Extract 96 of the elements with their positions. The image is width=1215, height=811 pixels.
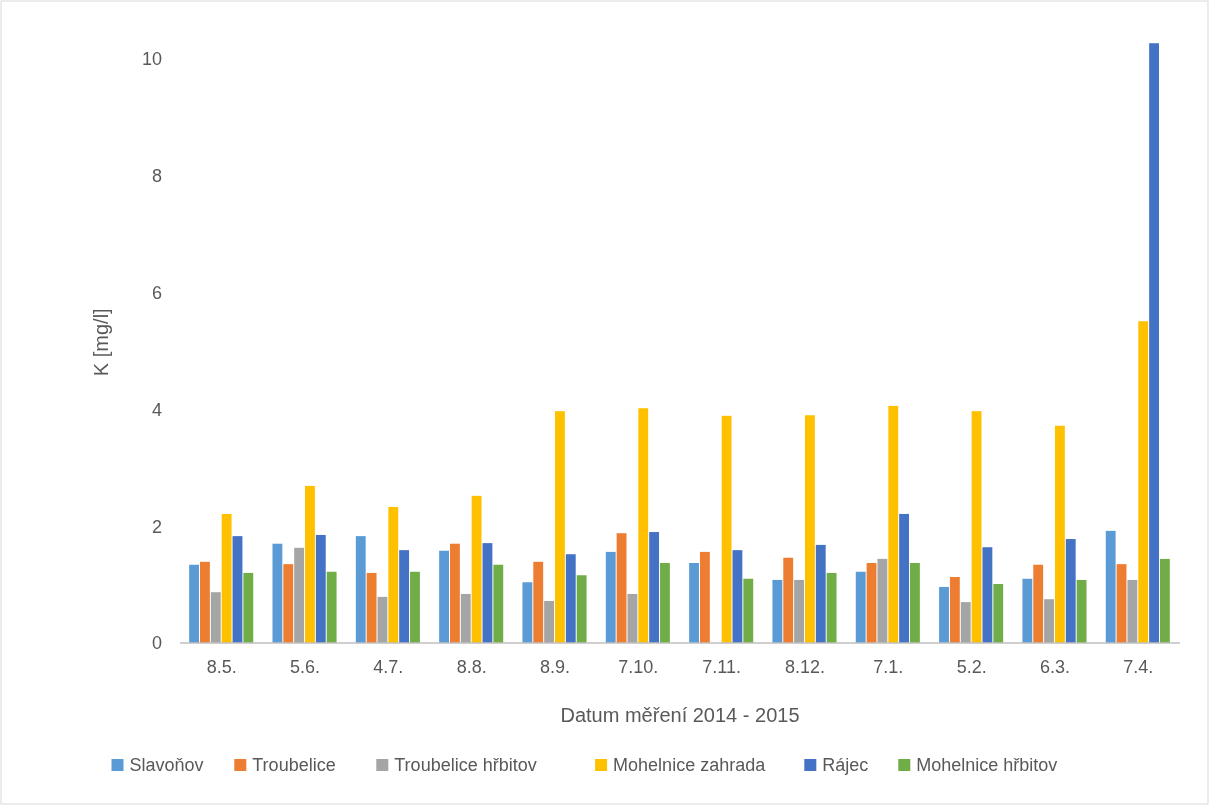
y-tick-label: 2: [151, 516, 162, 537]
bar: [221, 513, 232, 643]
bar: [272, 543, 283, 643]
bar: [605, 551, 616, 643]
bar: [210, 592, 221, 643]
bar: [855, 571, 866, 643]
bar: [627, 593, 638, 643]
bar: [439, 550, 449, 643]
bar: [888, 405, 899, 643]
bar: [493, 564, 504, 643]
bar: [243, 572, 254, 643]
x-tick-label: 8.9.: [539, 657, 571, 677]
bar: [355, 536, 366, 643]
bar: [949, 577, 960, 643]
y-tick-label: 6: [151, 282, 162, 303]
x-tick-label: 8.5.: [206, 657, 237, 677]
bar: [877, 558, 888, 643]
bar: [1105, 530, 1116, 643]
bar: [305, 485, 315, 643]
bar: [388, 506, 399, 643]
bar: [1033, 564, 1044, 643]
bar: [232, 536, 243, 643]
bar: [638, 408, 649, 643]
bar: [482, 543, 493, 643]
bar: [772, 579, 783, 643]
bar: [1138, 321, 1149, 643]
bar: [576, 575, 587, 643]
x-tick-label: 5.2.: [956, 657, 987, 677]
bar: [971, 411, 982, 643]
bar: [565, 554, 576, 643]
y-tick-label: 8: [151, 166, 162, 187]
bar: [794, 579, 804, 643]
bar: [616, 533, 627, 643]
bar: [326, 571, 337, 643]
bar: [1116, 564, 1127, 643]
y-tick-label: 0: [151, 633, 162, 654]
bar: [1044, 599, 1054, 643]
bar: [294, 547, 305, 643]
bar: [1022, 578, 1033, 643]
x-tick-label: 8.12.: [784, 657, 826, 677]
bar: [660, 562, 670, 643]
bar: [960, 602, 971, 643]
bar: [866, 562, 877, 643]
bar: [815, 544, 826, 643]
legend-label: Mohelnice hřbitov: [916, 755, 1058, 776]
x-tick-label: 8.8.: [456, 657, 487, 677]
x-tick-label: 4.7.: [373, 657, 404, 677]
x-tick-label: 7.11.: [702, 657, 742, 677]
bar: [1054, 425, 1065, 643]
bar: [1127, 579, 1138, 643]
legend-label: Rájec: [822, 755, 869, 776]
bar: [533, 561, 544, 643]
bar: [699, 551, 710, 643]
legend-label: Mohelnice zahrada: [613, 755, 767, 776]
legend-label: Troubelice hřbitov: [394, 755, 537, 776]
x-tick-label: 6.3.: [1039, 657, 1070, 677]
x-tick-label: 7.1.: [873, 657, 904, 677]
bar: [1159, 558, 1170, 643]
y-tick-label: 10: [141, 49, 162, 70]
bar: [555, 411, 565, 643]
bar: [649, 532, 660, 643]
bar: [1065, 539, 1076, 643]
y-axis-title: K [mg/l]: [90, 308, 112, 377]
bar: [939, 586, 949, 643]
bar: [899, 513, 910, 643]
legend-label: Troubelice: [252, 755, 336, 776]
bar: [993, 584, 1004, 643]
bar: [544, 600, 555, 643]
bar: [449, 543, 460, 643]
bar: [522, 582, 533, 643]
bar: [460, 593, 471, 643]
bar: [732, 550, 743, 643]
bar: [189, 564, 200, 643]
x-tick-label: 7.4.: [1123, 657, 1154, 677]
y-tick-label: 4: [151, 399, 162, 420]
bar: [910, 562, 920, 643]
bar: [366, 572, 377, 643]
x-axis-title: Datum měření 2014 - 2015: [560, 704, 800, 726]
bar: [471, 495, 482, 643]
bar: [721, 415, 732, 643]
bar: [315, 534, 326, 643]
bar: [804, 415, 815, 643]
legend-label: Slavoňov: [129, 755, 204, 776]
bar: [1149, 43, 1159, 643]
bar: [399, 550, 410, 643]
bar: [743, 578, 754, 643]
bar: [200, 561, 210, 643]
x-tick-label: 7.10.: [618, 657, 659, 677]
bar: [826, 572, 837, 643]
bar: [1076, 579, 1087, 643]
bar: [783, 557, 794, 643]
bar: [410, 571, 420, 643]
bar: [982, 547, 993, 643]
bar: [283, 564, 294, 643]
bar: [689, 562, 699, 643]
x-tick-label: 5.6.: [290, 657, 321, 677]
